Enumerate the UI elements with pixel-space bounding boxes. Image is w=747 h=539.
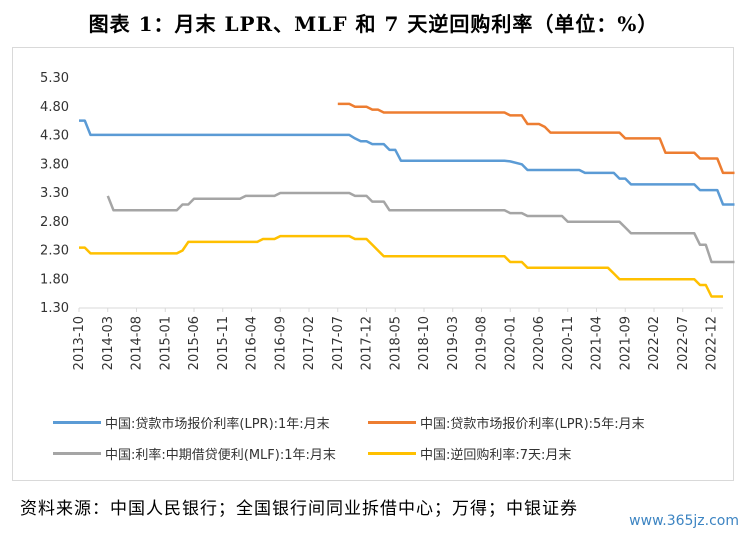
series-line-reverse-repo bbox=[79, 236, 723, 296]
y-axis-labels: 5.30 4.80 4.30 3.80 3.30 2.80 2.30 1.80 1.30 bbox=[40, 71, 69, 316]
y-tick-label: 2.30 bbox=[40, 244, 69, 259]
x-tick-label: 2013-10 bbox=[72, 316, 87, 370]
y-tick-label: 4.80 bbox=[40, 100, 69, 115]
x-tick-label: 2021-04 bbox=[590, 316, 605, 370]
legend-item-lpr-1y: 中国:贷款市场报价利率(LPR):1年:月末 bbox=[53, 413, 330, 432]
x-tick-label: 2020-06 bbox=[532, 316, 547, 370]
y-tick-label: 5.30 bbox=[40, 71, 69, 86]
x-axis: 2013-10 2014-03 2014-08 2015-01 2015-06 2015-… bbox=[72, 308, 723, 370]
x-tick-label: 2016-04 bbox=[245, 316, 260, 370]
x-tick-label: 2014-08 bbox=[130, 316, 145, 370]
x-tick-label: 2022-02 bbox=[647, 316, 662, 370]
x-tick-label: 2017-12 bbox=[360, 316, 375, 370]
legend-label-lpr-5y: 中国:贷款市场报价利率(LPR):5年:月末 bbox=[420, 413, 645, 432]
x-tick-label: 2014-03 bbox=[101, 316, 116, 370]
legend-label-mlf: 中国:利率:中期借贷便利(MLF):1年:月末 bbox=[105, 444, 336, 463]
x-tick-label: 2022-12 bbox=[705, 316, 720, 370]
legend-swatch-lpr-1y bbox=[53, 421, 101, 424]
chart-title: 图表 1：月末 LPR、MLF 和 7 天逆回购利率（单位：%） bbox=[0, 8, 747, 37]
y-tick-label: 4.30 bbox=[40, 129, 69, 144]
y-tick-label: 3.30 bbox=[40, 186, 69, 201]
x-tick-label: 2020-11 bbox=[561, 316, 576, 370]
x-tick-label: 2019-08 bbox=[475, 316, 490, 370]
legend-label-reverse-repo: 中国:逆回购利率:7天:月末 bbox=[420, 444, 571, 463]
x-tick-label: 2017-02 bbox=[302, 316, 317, 370]
legend-item-mlf: 中国:利率:中期借贷便利(MLF):1年:月末 bbox=[53, 444, 336, 463]
y-tick-label: 3.80 bbox=[40, 157, 69, 172]
legend-swatch-lpr-5y bbox=[368, 421, 416, 424]
x-tick-label: 2018-10 bbox=[417, 316, 432, 370]
x-tick-label: 2017-07 bbox=[331, 316, 346, 370]
x-tick-label: 2015-01 bbox=[158, 316, 173, 370]
x-tick-label: 2015-11 bbox=[216, 316, 231, 370]
x-tick-label: 2018-05 bbox=[388, 316, 403, 370]
y-tick-label: 2.80 bbox=[40, 215, 69, 230]
series-line-lpr-1y bbox=[79, 121, 735, 205]
x-tick-label: 2020-01 bbox=[503, 316, 518, 370]
series-lines bbox=[79, 104, 735, 297]
watermark: www.365jz.com bbox=[629, 513, 739, 529]
source-note: 资料来源：中国人民银行；全国银行间同业拆借中心；万得；中银证券 bbox=[20, 494, 578, 519]
legend-swatch-mlf bbox=[53, 452, 101, 455]
x-tick-label: 2022-07 bbox=[676, 316, 691, 370]
series-line-mlf bbox=[108, 193, 735, 262]
y-tick-label: 1.80 bbox=[40, 272, 69, 287]
legend-label-lpr-1y: 中国:贷款市场报价利率(LPR):1年:月末 bbox=[105, 413, 330, 432]
x-tick-label: 2019-03 bbox=[446, 316, 461, 370]
chart-frame: 5.30 4.80 4.30 3.80 3.30 2.80 2.30 1.80 1.30 201… bbox=[12, 47, 734, 481]
legend-item-reverse-repo: 中国:逆回购利率:7天:月末 bbox=[368, 444, 571, 463]
legend-swatch-reverse-repo bbox=[368, 452, 416, 455]
legend-item-lpr-5y: 中国:贷款市场报价利率(LPR):5年:月末 bbox=[368, 413, 645, 432]
x-tick-label: 2016-09 bbox=[273, 316, 288, 370]
x-tick-label: 2021-09 bbox=[618, 316, 633, 370]
y-tick-label: 1.30 bbox=[40, 301, 69, 316]
x-tick-label: 2015-06 bbox=[187, 316, 202, 370]
series-line-lpr-5y bbox=[338, 104, 735, 173]
